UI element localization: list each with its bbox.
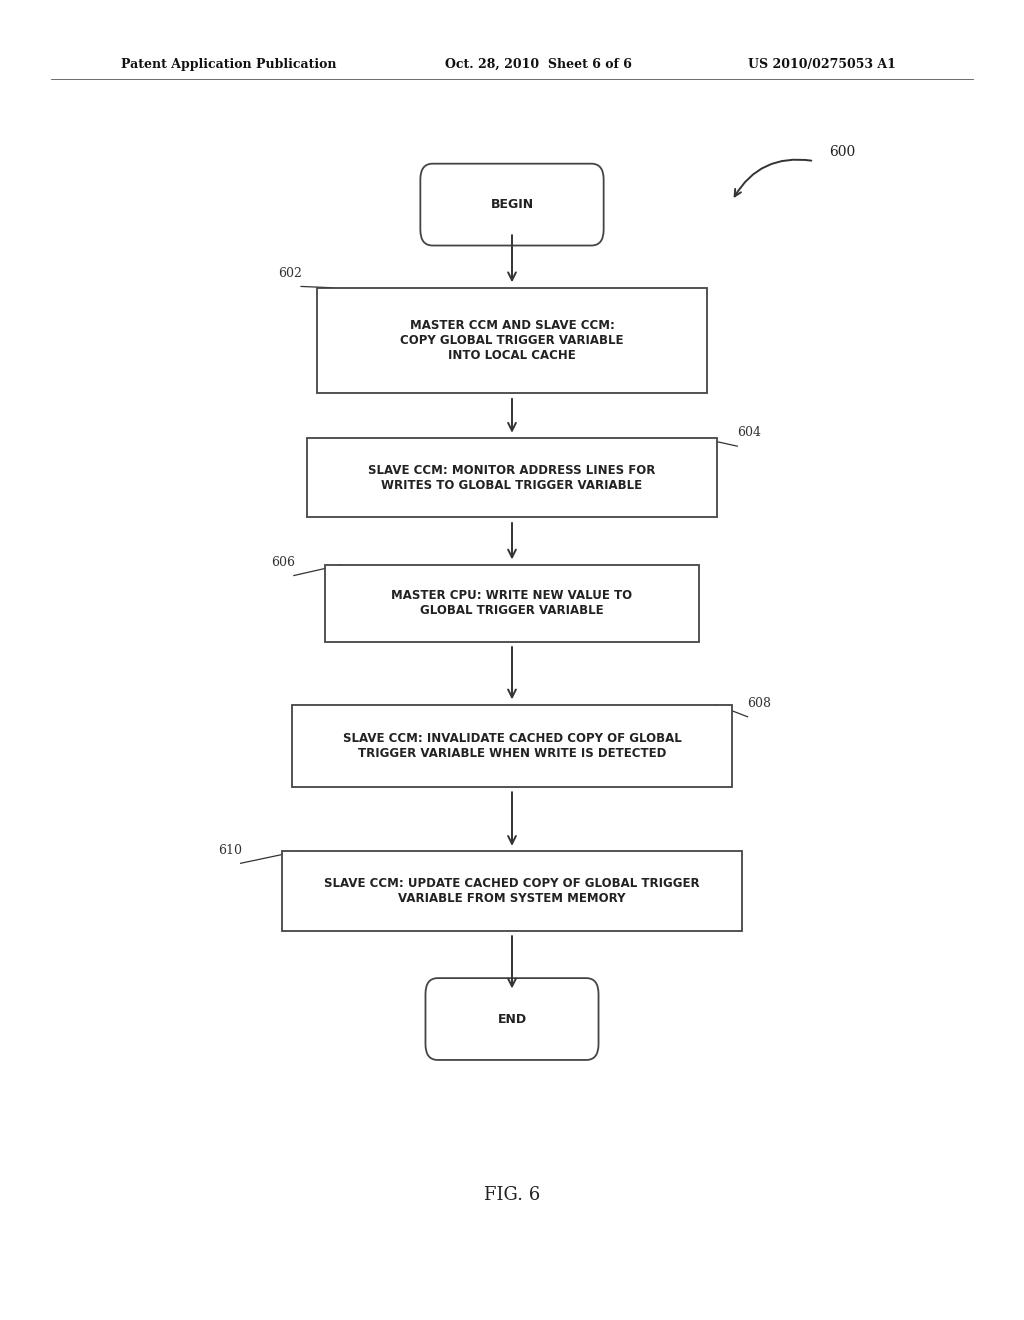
Text: 606: 606 bbox=[271, 556, 295, 569]
Bar bbox=[307, 438, 717, 517]
FancyBboxPatch shape bbox=[420, 164, 603, 246]
Text: FIG. 6: FIG. 6 bbox=[484, 1185, 540, 1204]
Text: 600: 600 bbox=[829, 145, 856, 158]
Text: SLAVE CCM: MONITOR ADDRESS LINES FOR
WRITES TO GLOBAL TRIGGER VARIABLE: SLAVE CCM: MONITOR ADDRESS LINES FOR WRI… bbox=[369, 463, 655, 492]
Text: 604: 604 bbox=[737, 426, 761, 440]
Text: SLAVE CCM: INVALIDATE CACHED COPY OF GLOBAL
TRIGGER VARIABLE WHEN WRITE IS DETEC: SLAVE CCM: INVALIDATE CACHED COPY OF GLO… bbox=[343, 731, 681, 760]
Bar bbox=[292, 705, 732, 787]
Text: 602: 602 bbox=[279, 267, 302, 280]
Text: END: END bbox=[498, 1012, 526, 1026]
Text: BEGIN: BEGIN bbox=[490, 198, 534, 211]
Text: Oct. 28, 2010  Sheet 6 of 6: Oct. 28, 2010 Sheet 6 of 6 bbox=[445, 58, 632, 71]
Bar bbox=[326, 565, 698, 642]
Text: MASTER CCM AND SLAVE CCM:
COPY GLOBAL TRIGGER VARIABLE
INTO LOCAL CACHE: MASTER CCM AND SLAVE CCM: COPY GLOBAL TR… bbox=[400, 319, 624, 362]
Bar bbox=[317, 288, 707, 393]
Text: 608: 608 bbox=[748, 697, 771, 710]
Text: US 2010/0275053 A1: US 2010/0275053 A1 bbox=[748, 58, 895, 71]
FancyBboxPatch shape bbox=[426, 978, 598, 1060]
Text: SLAVE CCM: UPDATE CACHED COPY OF GLOBAL TRIGGER
VARIABLE FROM SYSTEM MEMORY: SLAVE CCM: UPDATE CACHED COPY OF GLOBAL … bbox=[325, 876, 699, 906]
Text: MASTER CPU: WRITE NEW VALUE TO
GLOBAL TRIGGER VARIABLE: MASTER CPU: WRITE NEW VALUE TO GLOBAL TR… bbox=[391, 589, 633, 618]
Text: 610: 610 bbox=[218, 843, 242, 857]
Bar bbox=[282, 851, 742, 931]
Text: Patent Application Publication: Patent Application Publication bbox=[121, 58, 336, 71]
